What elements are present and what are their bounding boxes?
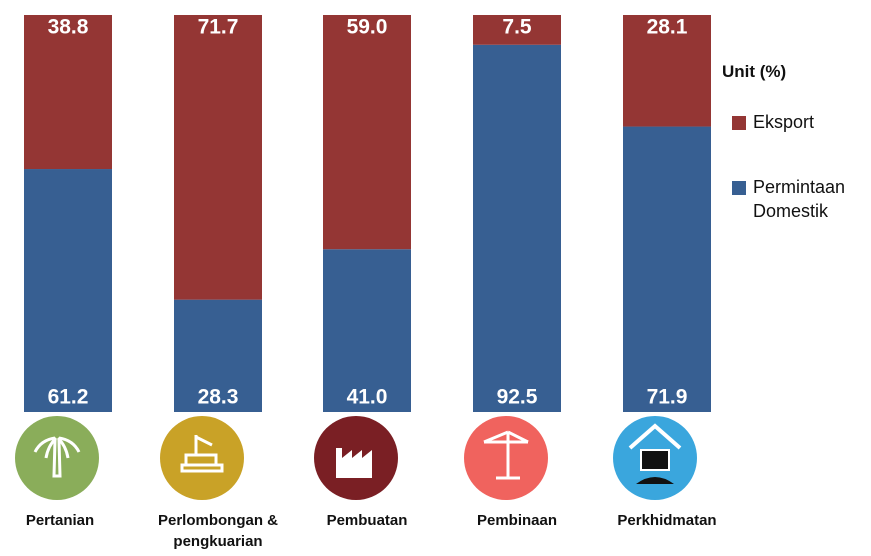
icon-rig	[180, 435, 224, 473]
bar-segment	[24, 169, 112, 412]
value-label: 71.7	[198, 16, 239, 39]
icon-palm	[33, 436, 81, 478]
category-label: Perkhidmatan	[617, 512, 717, 529]
legend-swatch	[732, 181, 746, 195]
category-label: Perlombongan & pengkuarian	[157, 512, 278, 550]
icon-person	[636, 477, 674, 484]
bar-segment	[174, 299, 262, 412]
bar-segment	[323, 15, 411, 250]
value-label: 92.5	[497, 386, 538, 409]
bar-segment	[623, 15, 711, 127]
bar-segment	[24, 15, 112, 170]
icon-construction	[464, 416, 548, 500]
value-label: 38.8	[48, 16, 89, 39]
category-label: Pertanian	[25, 512, 95, 529]
value-label: 28.1	[647, 16, 688, 39]
bar-segment	[473, 44, 561, 413]
value-label: 71.9	[647, 386, 688, 409]
bar-segment	[323, 249, 411, 412]
value-label: 28.3	[198, 386, 239, 409]
legend-label: Permintaan Domestik	[753, 177, 846, 221]
value-label: 61.2	[48, 386, 89, 409]
legend-title: Unit (%)	[722, 62, 787, 81]
bar-segment	[473, 15, 561, 45]
icon-screen	[640, 449, 670, 471]
legend-swatch	[732, 116, 746, 130]
category-label: Pembinaan	[476, 512, 558, 529]
value-label: 7.5	[502, 16, 532, 39]
icon-factory	[336, 448, 372, 478]
legend-label: Eksport	[753, 112, 815, 132]
bar-segment	[623, 126, 711, 412]
icon-agriculture	[15, 416, 99, 500]
bar-segment	[174, 15, 262, 300]
value-label: 59.0	[347, 16, 388, 39]
legend-item: Permintaan Domestik	[732, 175, 871, 223]
value-label: 41.0	[347, 386, 388, 409]
icon-crane	[483, 430, 529, 480]
legend-item: Eksport	[732, 110, 871, 134]
icons	[15, 416, 697, 500]
icon-mining	[160, 416, 244, 500]
icon-roof	[628, 423, 682, 450]
category-label: Pembuatan	[326, 512, 408, 529]
